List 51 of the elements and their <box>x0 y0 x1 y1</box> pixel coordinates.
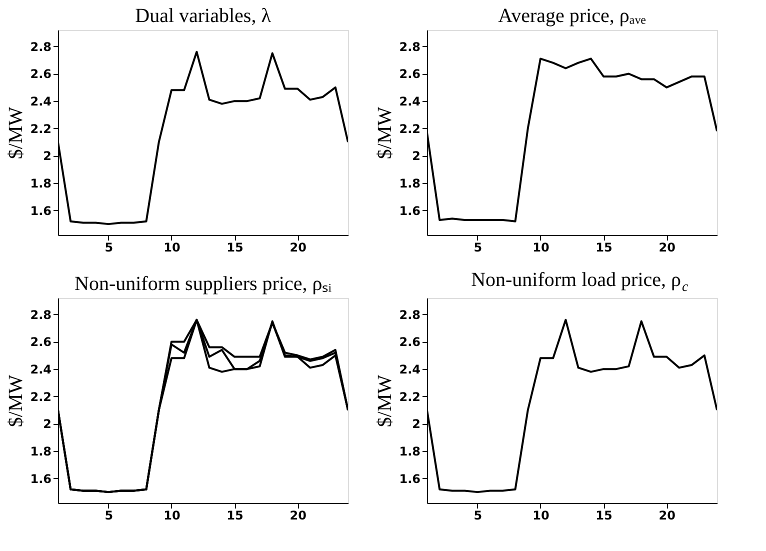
y-tick-label: 2.4 <box>399 362 420 377</box>
y-axis-title: $/MW <box>374 374 396 428</box>
y-tick-label: 2.4 <box>30 94 52 109</box>
x-tick-label: 20 <box>658 240 676 254</box>
y-tick-label: 2.4 <box>399 94 420 109</box>
x-tick-label: 20 <box>290 508 306 522</box>
y-tick-label: 2.2 <box>30 390 52 404</box>
y-tick-label: 2.2 <box>30 122 52 136</box>
x-tick-label: 10 <box>532 240 550 254</box>
y-tick-label: 2 <box>412 149 420 164</box>
y-tick-label: 2.4 <box>30 362 52 377</box>
y-tick-label: 1.8 <box>30 444 52 459</box>
x-tick-label: 10 <box>532 508 550 522</box>
x-tick-label: 10 <box>164 508 180 522</box>
y-tick-label: 1.6 <box>399 204 420 218</box>
x-tick-label: 5 <box>104 508 114 522</box>
x-tick-label: 15 <box>226 240 244 254</box>
x-tick-label: 20 <box>290 240 306 254</box>
y-tick-label: 2.6 <box>399 67 420 82</box>
chart-title: Dual variables, λ <box>135 5 272 27</box>
y-tick-label: 2.8 <box>399 40 420 54</box>
x-tick-label: 5 <box>104 240 114 254</box>
y-axis-title: $/MW <box>5 374 28 428</box>
x-tick-label: 5 <box>474 508 482 522</box>
y-tick-label: 2.2 <box>399 390 420 404</box>
y-tick-label: 2.2 <box>399 122 420 136</box>
y-tick-label: 2.6 <box>30 67 52 82</box>
y-tick-label: 2.8 <box>30 40 52 54</box>
y-tick-label: 1.6 <box>399 472 420 486</box>
chart-title: Non-uniform suppliers price, ρₛᵢ <box>74 273 332 295</box>
y-axis-title: $/MW <box>5 106 28 160</box>
x-tick-label: 15 <box>596 508 612 522</box>
y-tick-label: 2.8 <box>399 308 420 322</box>
y-tick-label: 2.8 <box>30 308 52 322</box>
chart-title: Average price, ρₐᵥₑ <box>498 5 646 27</box>
x-tick-label: 10 <box>164 240 180 254</box>
y-tick-label: 2 <box>412 417 420 432</box>
y-tick-label: 2 <box>43 417 52 432</box>
y-tick-label: 1.6 <box>30 472 52 486</box>
x-tick-label: 15 <box>596 240 612 254</box>
y-tick-label: 2.6 <box>30 335 52 350</box>
y-tick-label: 2 <box>43 149 52 164</box>
x-tick-label: 5 <box>474 240 482 254</box>
x-tick-label: 15 <box>226 508 244 522</box>
y-tick-label: 2.6 <box>399 335 420 350</box>
y-tick-label: 1.6 <box>30 204 52 218</box>
y-tick-label: 1.8 <box>399 176 420 191</box>
y-axis-title: $/MW <box>374 106 396 160</box>
y-tick-label: 1.8 <box>30 176 52 191</box>
x-tick-label: 20 <box>658 508 676 522</box>
y-tick-label: 1.8 <box>399 444 420 459</box>
